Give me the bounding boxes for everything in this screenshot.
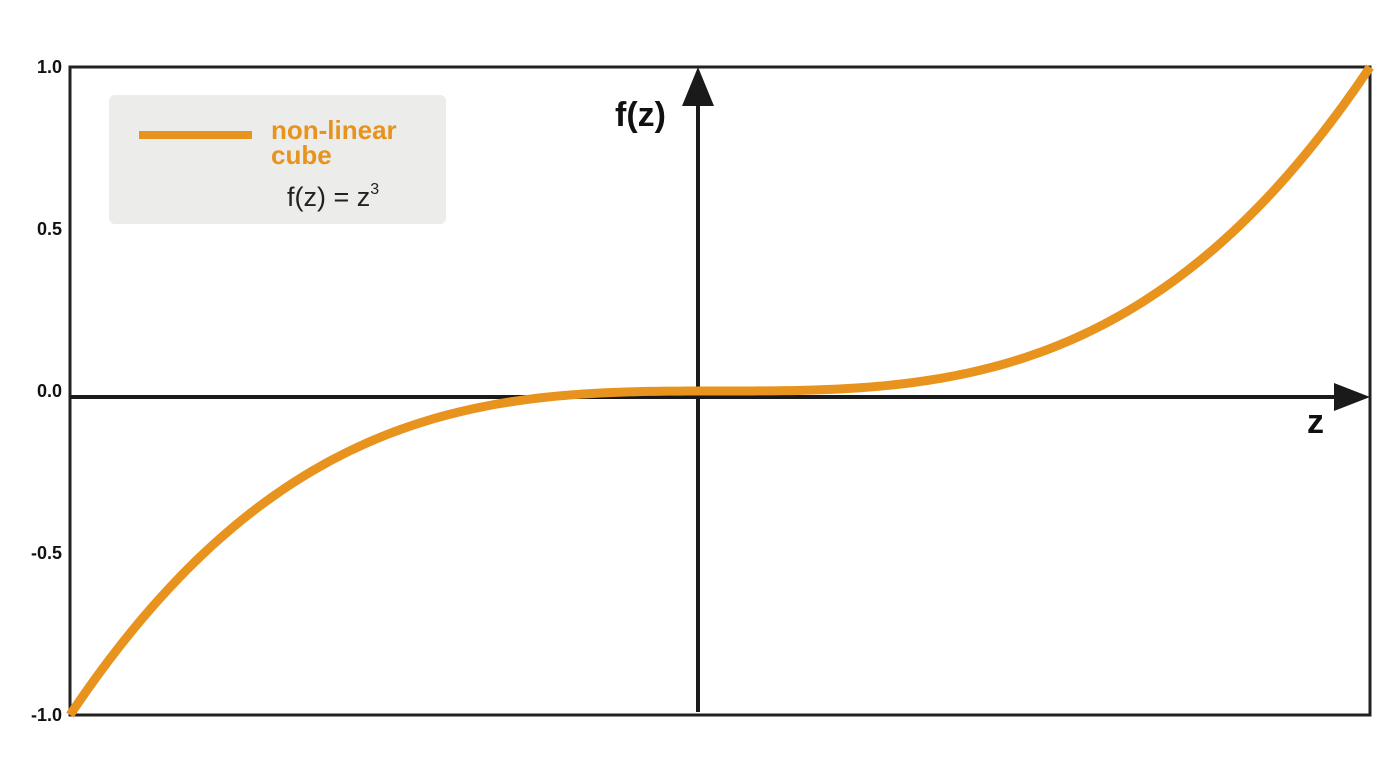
y-axis-label: f(z) (615, 96, 666, 134)
y-tick-label: -0.5 (31, 543, 62, 563)
y-tick-labels: 1.0 0.5 0.0 -0.5 -1.0 (31, 57, 62, 725)
y-tick-label: 1.0 (37, 57, 62, 77)
y-tick-label: 0.0 (37, 381, 62, 401)
legend-equation: f(z) = z3 (287, 181, 379, 212)
plot-frame (68, 65, 1372, 717)
legend-box (109, 95, 446, 224)
legend: non-linear cube f(z) = z3 (109, 95, 446, 224)
x-axis-label: z (1307, 403, 1324, 441)
fz-axis-arrowhead (682, 67, 714, 106)
legend-label-line2: cube (271, 140, 332, 170)
legend-label-line1: non-linear (271, 115, 397, 145)
legend-equation-exponent: 3 (370, 181, 379, 198)
legend-equation-base: f(z) = z (287, 182, 370, 212)
y-tick-label: 0.5 (37, 219, 62, 239)
z-axis-arrowhead (1334, 383, 1370, 411)
y-tick-label: -1.0 (31, 705, 62, 725)
series-line-cube (66, 64, 1374, 718)
